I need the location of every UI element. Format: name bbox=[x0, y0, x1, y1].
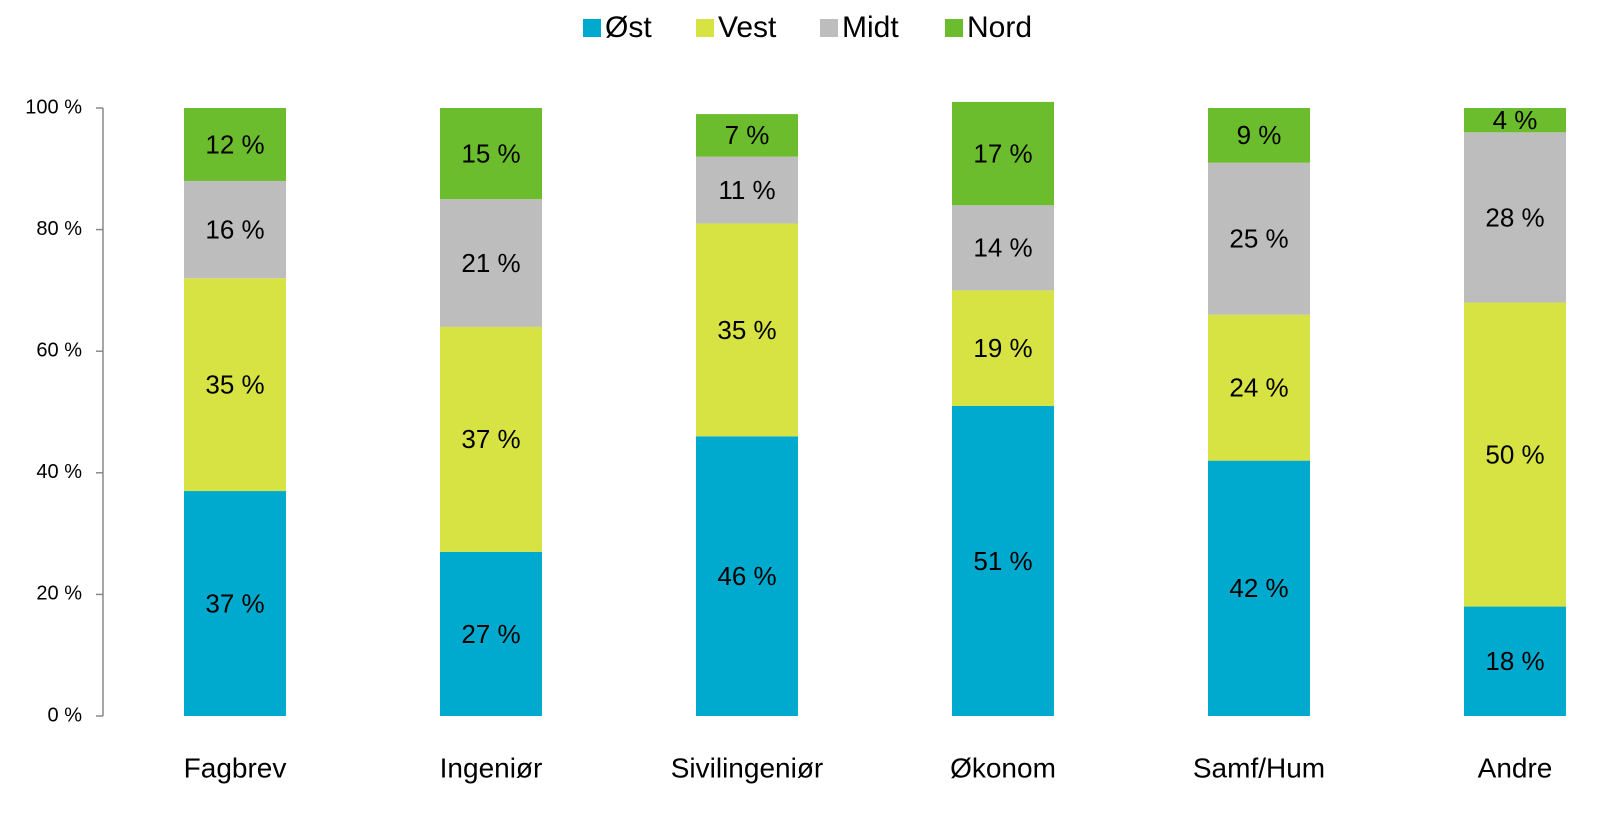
legend-swatch bbox=[945, 19, 963, 37]
bar-segment bbox=[440, 551, 542, 716]
data-label: 51 % bbox=[973, 546, 1032, 576]
x-tick-label: Andre bbox=[1478, 752, 1553, 783]
y-tick-label: 0 % bbox=[48, 704, 83, 726]
data-label: 18 % bbox=[1485, 646, 1544, 676]
bar-segment bbox=[1464, 606, 1566, 716]
legend-label: Midt bbox=[842, 11, 899, 44]
bar-segment bbox=[440, 108, 542, 200]
x-tick-label: Økonom bbox=[950, 752, 1056, 783]
data-label: 35 % bbox=[717, 315, 776, 345]
legend-swatch bbox=[820, 19, 838, 37]
bar-segment bbox=[952, 405, 1054, 716]
data-label: 24 % bbox=[1229, 373, 1288, 403]
data-label: 12 % bbox=[205, 129, 264, 159]
data-label: 14 % bbox=[973, 233, 1032, 263]
data-label: 50 % bbox=[1485, 439, 1544, 469]
bar-segment bbox=[952, 290, 1054, 406]
bar-segment bbox=[952, 205, 1054, 291]
bar-segment bbox=[1464, 108, 1566, 133]
data-label: 27 % bbox=[461, 619, 520, 649]
y-tick-label: 40 % bbox=[36, 461, 82, 483]
legend-swatch bbox=[696, 19, 714, 37]
y-tick-label: 80 % bbox=[36, 218, 82, 240]
data-label: 11 % bbox=[718, 175, 775, 205]
x-tick-label: Ingeniør bbox=[440, 752, 543, 783]
y-tick-label: 100 % bbox=[25, 96, 82, 118]
data-label: 42 % bbox=[1229, 573, 1288, 603]
bar-segment bbox=[1464, 302, 1566, 607]
bar-segment bbox=[696, 114, 798, 157]
legend-label: Vest bbox=[718, 11, 777, 44]
bar-segment bbox=[1208, 108, 1310, 163]
bar-segment bbox=[184, 108, 286, 181]
bar-segment bbox=[1464, 132, 1566, 303]
legend-label: Nord bbox=[967, 11, 1032, 44]
bar-segment bbox=[440, 199, 542, 327]
data-label: 28 % bbox=[1485, 202, 1544, 232]
data-label: 16 % bbox=[205, 214, 264, 244]
bar-segment bbox=[1208, 162, 1310, 315]
bar-segment bbox=[184, 491, 286, 716]
legend-swatch bbox=[583, 19, 601, 37]
y-tick-label: 20 % bbox=[36, 583, 82, 605]
bar-segment bbox=[440, 326, 542, 552]
bar-segment bbox=[184, 278, 286, 492]
data-label: 37 % bbox=[205, 588, 264, 618]
data-label: 46 % bbox=[717, 561, 776, 591]
data-label: 15 % bbox=[461, 138, 520, 168]
bar-segment bbox=[952, 101, 1054, 206]
bar-segment bbox=[184, 180, 286, 279]
bar-segment bbox=[1208, 314, 1310, 461]
data-label: 35 % bbox=[205, 370, 264, 400]
x-tick-label: Sivilingeniør bbox=[671, 752, 824, 783]
data-label: 19 % bbox=[973, 333, 1032, 363]
data-label: 4 % bbox=[1493, 105, 1538, 135]
x-tick-label: Samf/Hum bbox=[1193, 752, 1325, 783]
bar-segment bbox=[696, 223, 798, 437]
legend-label: Øst bbox=[605, 11, 652, 44]
x-tick-label: Fagbrev bbox=[184, 752, 287, 783]
y-tick-label: 60 % bbox=[36, 339, 82, 361]
data-label: 17 % bbox=[973, 138, 1032, 168]
data-label: 25 % bbox=[1229, 224, 1288, 254]
data-label: 7 % bbox=[725, 120, 770, 150]
data-label: 9 % bbox=[1237, 120, 1282, 150]
bar-segment bbox=[1208, 460, 1310, 716]
bar-segment bbox=[696, 436, 798, 716]
data-label: 37 % bbox=[461, 424, 520, 454]
bar-segment bbox=[696, 156, 798, 224]
data-label: 21 % bbox=[461, 248, 520, 278]
